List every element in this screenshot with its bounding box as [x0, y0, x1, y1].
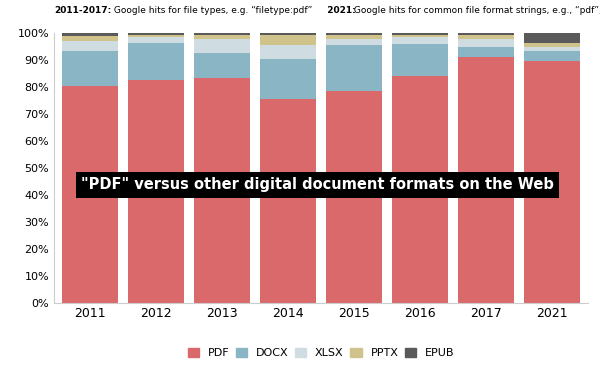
- Bar: [194, 33, 250, 35]
- Bar: [524, 33, 580, 43]
- Bar: [194, 54, 250, 77]
- Bar: [260, 35, 316, 45]
- Bar: [392, 37, 448, 44]
- Bar: [260, 99, 316, 303]
- Bar: [260, 33, 316, 35]
- Bar: [458, 46, 514, 58]
- Text: Google hits for file types, e.g. “filetype:pdf”: Google hits for file types, e.g. “filety…: [111, 6, 312, 14]
- Bar: [128, 33, 184, 35]
- Bar: [524, 43, 580, 46]
- Bar: [128, 37, 184, 43]
- Bar: [524, 51, 580, 62]
- Bar: [326, 45, 382, 91]
- Bar: [392, 33, 448, 35]
- Bar: [128, 80, 184, 303]
- Bar: [260, 59, 316, 99]
- Bar: [458, 58, 514, 303]
- Bar: [458, 35, 514, 39]
- Bar: [524, 46, 580, 51]
- Bar: [62, 86, 118, 303]
- Bar: [392, 76, 448, 303]
- Bar: [128, 35, 184, 37]
- Bar: [128, 43, 184, 80]
- Text: "PDF" versus other digital document formats on the Web: "PDF" versus other digital document form…: [80, 177, 554, 193]
- Bar: [458, 33, 514, 35]
- Bar: [260, 45, 316, 59]
- Text: Google hits for common file format strings, e.g., “pdf”, “docx”: Google hits for common file format strin…: [351, 6, 600, 14]
- Bar: [62, 33, 118, 36]
- Bar: [326, 35, 382, 39]
- Bar: [62, 51, 118, 86]
- Bar: [62, 41, 118, 51]
- Legend: PDF, DOCX, XLSX, PPTX, EPUB: PDF, DOCX, XLSX, PPTX, EPUB: [185, 346, 457, 361]
- Text: 2011-2017:: 2011-2017:: [54, 6, 111, 14]
- Bar: [458, 39, 514, 46]
- Bar: [326, 91, 382, 303]
- Bar: [194, 77, 250, 303]
- Bar: [194, 35, 250, 39]
- Bar: [326, 39, 382, 45]
- Bar: [62, 36, 118, 41]
- Bar: [326, 33, 382, 35]
- Text: 2021:: 2021:: [321, 6, 356, 14]
- Bar: [194, 39, 250, 54]
- Bar: [392, 35, 448, 37]
- Bar: [392, 44, 448, 76]
- Bar: [524, 62, 580, 303]
